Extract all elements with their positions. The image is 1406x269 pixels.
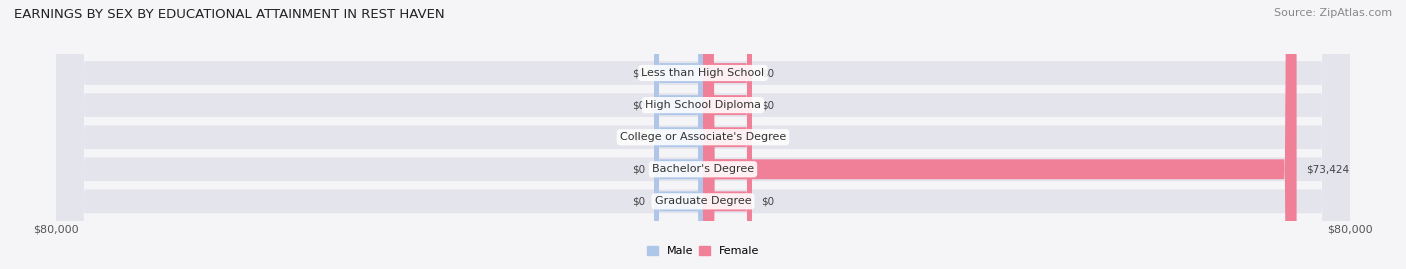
Text: $0: $0 — [761, 132, 775, 142]
FancyBboxPatch shape — [56, 0, 1350, 269]
Text: Source: ZipAtlas.com: Source: ZipAtlas.com — [1274, 8, 1392, 18]
FancyBboxPatch shape — [56, 0, 1350, 269]
Text: $0: $0 — [761, 196, 775, 206]
Text: EARNINGS BY SEX BY EDUCATIONAL ATTAINMENT IN REST HAVEN: EARNINGS BY SEX BY EDUCATIONAL ATTAINMEN… — [14, 8, 444, 21]
Text: High School Diploma: High School Diploma — [645, 100, 761, 110]
FancyBboxPatch shape — [703, 0, 752, 269]
Text: Less than High School: Less than High School — [641, 68, 765, 78]
FancyBboxPatch shape — [703, 0, 752, 269]
Text: Graduate Degree: Graduate Degree — [655, 196, 751, 206]
FancyBboxPatch shape — [655, 0, 703, 269]
FancyBboxPatch shape — [655, 0, 703, 269]
FancyBboxPatch shape — [56, 0, 1350, 269]
FancyBboxPatch shape — [655, 0, 703, 269]
Text: $0: $0 — [631, 132, 645, 142]
Text: $0: $0 — [631, 100, 645, 110]
Legend: Male, Female: Male, Female — [643, 241, 763, 261]
FancyBboxPatch shape — [655, 0, 703, 269]
Text: Bachelor's Degree: Bachelor's Degree — [652, 164, 754, 174]
Text: $0: $0 — [631, 164, 645, 174]
FancyBboxPatch shape — [655, 0, 703, 269]
FancyBboxPatch shape — [703, 0, 1296, 269]
Text: $0: $0 — [761, 100, 775, 110]
Text: College or Associate's Degree: College or Associate's Degree — [620, 132, 786, 142]
FancyBboxPatch shape — [703, 0, 752, 269]
FancyBboxPatch shape — [56, 0, 1350, 269]
Text: $0: $0 — [761, 68, 775, 78]
Text: $73,424: $73,424 — [1306, 164, 1350, 174]
Text: $0: $0 — [631, 68, 645, 78]
FancyBboxPatch shape — [56, 0, 1350, 269]
FancyBboxPatch shape — [703, 0, 752, 269]
FancyBboxPatch shape — [703, 0, 752, 269]
Text: $0: $0 — [631, 196, 645, 206]
